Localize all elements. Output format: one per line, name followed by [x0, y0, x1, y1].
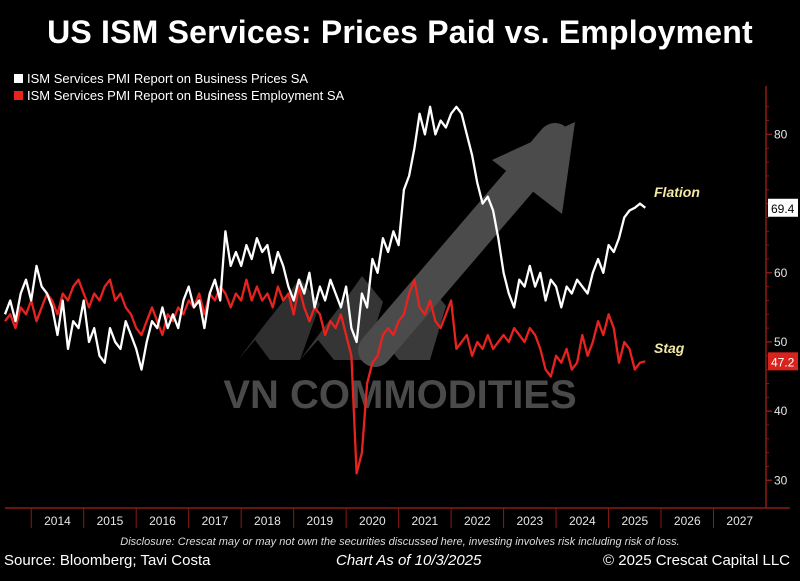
series-employment-line: [4, 278, 646, 475]
y-tick-label: 80: [774, 127, 788, 141]
last-value-text-prices: 69.4: [771, 202, 795, 216]
watermark: VN COMMODITIES: [223, 122, 577, 417]
y-tick-label: 50: [774, 335, 788, 349]
annotation-flation: Flation: [654, 184, 700, 200]
y-tick-label: 30: [774, 473, 788, 487]
x-tick-label: 2026: [674, 514, 701, 528]
watermark-logo-shape-1: [238, 278, 320, 360]
disclosure-text: Disclosure: Crescat may or may not own t…: [120, 536, 680, 548]
x-tick-label: 2015: [97, 514, 124, 528]
x-tick-label: 2017: [202, 514, 229, 528]
x-tick-label: 2014: [44, 514, 71, 528]
last-value-box-employment: [768, 352, 798, 371]
last-value-tag-employment: 47.2: [768, 352, 798, 371]
legend-swatch-employment: [14, 91, 23, 100]
series-layer: 69.4 47.2: [3, 105, 798, 475]
y-tick-label: 40: [774, 404, 788, 418]
legend-label-employment: ISM Services PMI Report on Business Empl…: [27, 88, 345, 103]
x-tick-label: 2019: [307, 514, 334, 528]
watermark-arrow-head: [492, 122, 575, 214]
x-tick-label: 2020: [359, 514, 386, 528]
x-tick-label: 2027: [726, 514, 753, 528]
footer-copyright: © 2025 Crescat Capital LLC: [603, 552, 790, 569]
last-value-box-prices: [768, 198, 798, 217]
chart-title: US ISM Services: Prices Paid vs. Employm…: [47, 14, 753, 50]
axes: 3040506070802014201520162017201820192020…: [5, 86, 790, 528]
x-tick-label: 2022: [464, 514, 491, 528]
legend-item-employment: ISM Services PMI Report on Business Empl…: [14, 87, 344, 104]
chart-legend: ISM Services PMI Report on Business Pric…: [14, 70, 344, 104]
x-tick-label: 2023: [516, 514, 543, 528]
last-value-tag-prices: 69.4: [768, 198, 798, 217]
x-tick-label: 2024: [569, 514, 596, 528]
watermark-text: VN COMMODITIES: [223, 373, 576, 417]
legend-label-prices: ISM Services PMI Report on Business Pric…: [27, 71, 309, 86]
x-tick-label: 2016: [149, 514, 176, 528]
last-value-text-employment: 47.2: [771, 355, 795, 369]
footer-source: Source: Bloomberg; Tavi Costa: [4, 552, 211, 569]
y-tick-label: 60: [774, 266, 788, 280]
series-prices-line: [3, 105, 647, 371]
x-tick-label: 2018: [254, 514, 281, 528]
x-tick-label: 2021: [412, 514, 439, 528]
annotation-layer: Flation Stag: [654, 184, 700, 356]
x-tick-label: 2025: [621, 514, 648, 528]
legend-swatch-prices: [14, 74, 23, 83]
legend-item-prices: ISM Services PMI Report on Business Pric…: [14, 70, 344, 87]
annotation-stag: Stag: [654, 340, 685, 356]
footer-as-of: Chart As of 10/3/2025: [336, 552, 482, 569]
